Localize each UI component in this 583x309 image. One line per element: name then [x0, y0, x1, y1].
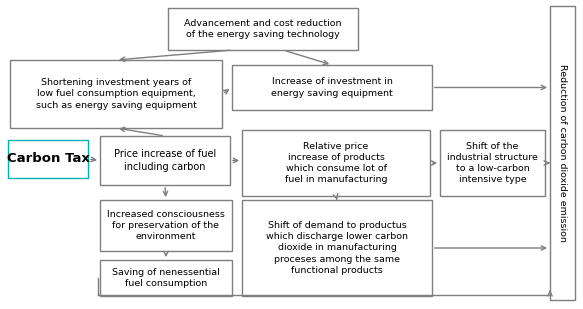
Text: Reduction of carbon dioxide emission: Reduction of carbon dioxide emission [558, 64, 567, 242]
Text: Increased consciousness
for preservation of the
environment: Increased consciousness for preservation… [107, 210, 225, 241]
Bar [8, 140, 88, 178]
Bar [10, 60, 222, 128]
Text: Shift of demand to productus
which discharge lower carbon
dioxide in manufacturi: Shift of demand to productus which disch… [266, 221, 408, 275]
Bar [100, 200, 232, 251]
Text: Relative price
increase of products
which consume lot of
fuel in manufacturing: Relative price increase of products whic… [285, 142, 387, 184]
Bar [550, 6, 575, 300]
Bar [100, 136, 230, 185]
Text: Price increase of fuel
including carbon: Price increase of fuel including carbon [114, 149, 216, 172]
Text: Shortening investment years of
low fuel consumption equipment,
such as energy sa: Shortening investment years of low fuel … [36, 78, 196, 110]
Bar [440, 130, 545, 196]
Bar [242, 200, 432, 296]
Text: Carbon Tax: Carbon Tax [6, 153, 89, 166]
Bar [100, 260, 232, 296]
Text: Increase of investment in
energy saving equipment: Increase of investment in energy saving … [271, 78, 393, 98]
Text: Shift of the
industrial structure
to a low-carbon
intensive type: Shift of the industrial structure to a l… [447, 142, 538, 184]
Bar [232, 65, 432, 110]
Text: Advancement and cost reduction
of the energy saving technology: Advancement and cost reduction of the en… [184, 19, 342, 39]
Bar [242, 130, 430, 196]
Text: Saving of nenessential
fuel consumption: Saving of nenessential fuel consumption [112, 268, 220, 288]
Bar [168, 8, 358, 50]
